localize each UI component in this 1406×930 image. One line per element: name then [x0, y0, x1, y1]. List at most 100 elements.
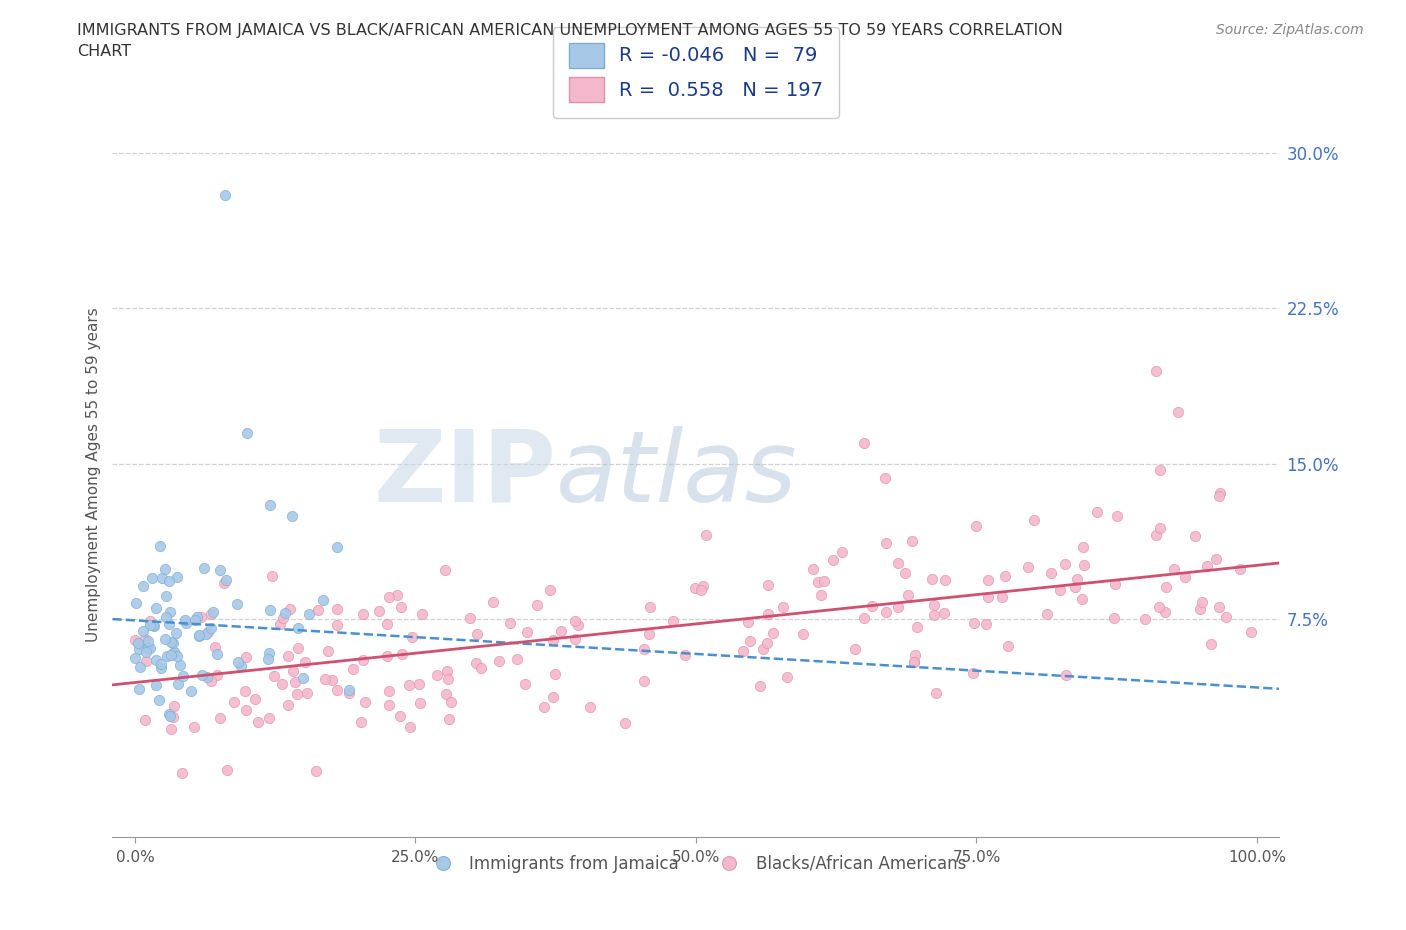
Point — [184, 613, 207, 628]
Point — [776, 670, 799, 684]
Point — [1064, 580, 1087, 595]
Point — [350, 714, 373, 729]
Point — [887, 555, 910, 570]
Point — [155, 609, 177, 624]
Point — [295, 685, 318, 700]
Point — [564, 614, 586, 629]
Point — [222, 695, 245, 710]
Point — [1208, 489, 1230, 504]
Point — [731, 644, 754, 658]
Point — [748, 679, 770, 694]
Point — [1197, 558, 1219, 573]
Point — [269, 617, 291, 631]
Point — [132, 578, 155, 593]
Point — [145, 652, 167, 667]
Point — [1167, 405, 1189, 419]
Point — [208, 711, 231, 725]
Point — [124, 633, 146, 648]
Point — [550, 623, 572, 638]
Point — [287, 686, 309, 701]
Point — [312, 592, 335, 607]
Point — [149, 657, 172, 671]
Point — [270, 677, 292, 692]
Point — [662, 614, 685, 629]
Text: IMMIGRANTS FROM JAMAICA VS BLACK/AFRICAN AMERICAN UNEMPLOYMENT AMONG AGES 55 TO : IMMIGRANTS FROM JAMAICA VS BLACK/AFRICAN… — [77, 23, 1063, 38]
Point — [1022, 512, 1045, 527]
Point — [1144, 527, 1167, 542]
Point — [997, 638, 1019, 653]
Point — [142, 618, 165, 632]
Point — [1036, 606, 1059, 621]
Point — [1054, 557, 1077, 572]
Point — [172, 669, 194, 684]
Point — [281, 509, 304, 524]
Point — [163, 644, 186, 659]
Point — [772, 600, 794, 615]
Point — [153, 562, 176, 577]
Point — [398, 678, 420, 693]
Point — [1071, 539, 1094, 554]
Point — [513, 676, 536, 691]
Point — [1209, 485, 1232, 500]
Point — [810, 587, 832, 602]
Point — [752, 642, 775, 657]
Point — [125, 595, 148, 610]
Point — [278, 601, 301, 616]
Point — [974, 617, 997, 631]
Point — [129, 659, 152, 674]
Point — [844, 641, 866, 656]
Point — [465, 627, 488, 642]
Point — [284, 674, 307, 689]
Point — [1104, 577, 1126, 591]
Point — [326, 602, 349, 617]
Point — [277, 698, 299, 712]
Point — [458, 611, 481, 626]
Point — [533, 700, 555, 715]
Point — [922, 608, 945, 623]
Point — [204, 640, 226, 655]
Point — [165, 625, 187, 640]
Point — [1144, 364, 1167, 379]
Point — [1040, 565, 1063, 580]
Point — [434, 686, 457, 701]
Point — [437, 671, 460, 686]
Point — [922, 597, 945, 612]
Point — [326, 539, 349, 554]
Point — [375, 617, 398, 631]
Point — [813, 574, 835, 589]
Point — [205, 647, 228, 662]
Point — [246, 714, 269, 729]
Point — [976, 590, 998, 604]
Point — [1188, 602, 1211, 617]
Point — [1229, 562, 1251, 577]
Point — [614, 715, 637, 730]
Point — [1174, 570, 1197, 585]
Text: CHART: CHART — [77, 44, 131, 59]
Point — [160, 635, 183, 650]
Point — [904, 647, 927, 662]
Point — [567, 618, 589, 632]
Point — [488, 654, 510, 669]
Point — [411, 606, 433, 621]
Point — [235, 702, 257, 717]
Point — [157, 707, 180, 722]
Point — [1153, 604, 1175, 619]
Point — [875, 605, 897, 620]
Point — [963, 616, 986, 631]
Point — [368, 604, 391, 618]
Point — [433, 562, 456, 577]
Point — [464, 656, 486, 671]
Point — [633, 642, 655, 657]
Point — [526, 598, 548, 613]
Point — [321, 672, 343, 687]
Point — [143, 618, 166, 633]
Point — [190, 668, 212, 683]
Point — [860, 599, 883, 614]
Point — [683, 580, 706, 595]
Point — [127, 636, 149, 651]
Point — [124, 650, 146, 665]
Point — [153, 631, 176, 646]
Point — [1154, 579, 1177, 594]
Point — [337, 686, 360, 701]
Point — [440, 694, 463, 709]
